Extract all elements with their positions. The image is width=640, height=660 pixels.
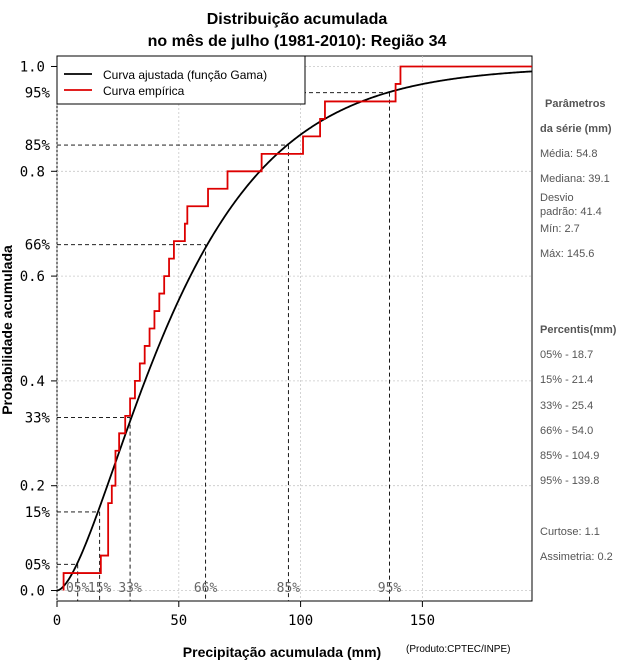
y-tick-label: 0.6 — [20, 269, 45, 285]
x-tick-label: 100 — [288, 613, 313, 629]
axis-layer: 0 50 100 150 0.0 0.2 0.4 0.6 0.8 1.0 — [20, 59, 435, 629]
y-tick-label: 0.8 — [20, 164, 45, 180]
y-tick-label: 0.2 — [20, 479, 45, 495]
percentile-x-label: 15% — [88, 581, 112, 596]
x-tick-label: 150 — [410, 613, 435, 629]
fitted-gamma-curve — [56, 70, 533, 592]
y-axis-title: Probabilidade acumulada — [0, 245, 15, 415]
param-max: Máx: 145.6 — [540, 248, 594, 260]
series-layer — [56, 65, 533, 592]
percentil-95: 95% - 139.8 — [540, 475, 599, 487]
percentile-guides: 05%05%15%15%33%33%66%66%85%85%95%95% — [25, 86, 402, 601]
percentile-y-label: 15% — [25, 505, 51, 521]
percentile-x-label: 66% — [194, 581, 218, 596]
percentile-y-label: 95% — [25, 86, 51, 102]
stat-curtose: Curtose: 1.1 — [540, 526, 600, 538]
param-desvio-line1: Desvio — [540, 192, 574, 204]
legend-label-empirical: Curva empírica — [103, 84, 185, 98]
params-heading-line1: Parâmetros — [545, 98, 606, 110]
params-heading-line2: da série (mm) — [540, 123, 612, 135]
percentis-heading: Percentis(mm) — [540, 324, 617, 336]
percentile-x-label: 05% — [66, 581, 90, 596]
percentile-y-label: 05% — [25, 557, 51, 573]
param-desvio-line2: padrão: 41.4 — [540, 206, 602, 218]
grid-layer — [56, 56, 532, 601]
plot-frame — [56, 55, 533, 602]
param-mediana: Mediana: 39.1 — [540, 173, 610, 185]
percentil-85: 85% - 104.9 — [540, 450, 599, 462]
percentile-y-label: 85% — [25, 138, 51, 154]
percentile-x-label: 95% — [378, 581, 402, 596]
stat-assimetria: Assimetria: 0.2 — [540, 551, 613, 563]
legend-label-fitted: Curva ajustada (função Gama) — [103, 68, 267, 82]
product-credit: (Produto:CPTEC/INPE) — [406, 644, 510, 655]
percentile-x-label: 33% — [118, 581, 142, 596]
param-min: Mín: 2.7 — [540, 223, 580, 235]
side-panel: Parâmetros da série (mm) Média: 54.8 Med… — [540, 98, 617, 563]
x-tick-label: 50 — [170, 613, 187, 629]
y-tick-label: 1.0 — [20, 59, 45, 75]
percentil-05: 05% - 18.7 — [540, 349, 593, 361]
percentile-y-label: 33% — [25, 411, 51, 427]
empirical-step-curve — [62, 65, 532, 591]
chart-title-line2: no mês de julho (1981-2010): Região 34 — [148, 33, 447, 50]
percentile-y-label: 66% — [25, 238, 51, 254]
percentil-33: 33% - 25.4 — [540, 400, 593, 412]
percentil-66: 66% - 54.0 — [540, 425, 593, 437]
percentile-x-label: 85% — [277, 581, 301, 596]
percentil-15: 15% - 21.4 — [540, 374, 593, 386]
x-tick-label: 0 — [53, 613, 61, 629]
legend-box — [56, 55, 306, 105]
legend: Curva ajustada (função Gama) Curva empír… — [56, 55, 306, 105]
param-media: Média: 54.8 — [540, 148, 597, 160]
x-axis-title: Precipitação acumulada (mm) — [183, 644, 381, 660]
y-tick-label: 0.4 — [20, 374, 45, 390]
chart-title-line1: Distribuição acumulada — [207, 11, 388, 28]
y-tick-label: 0.0 — [20, 584, 45, 600]
